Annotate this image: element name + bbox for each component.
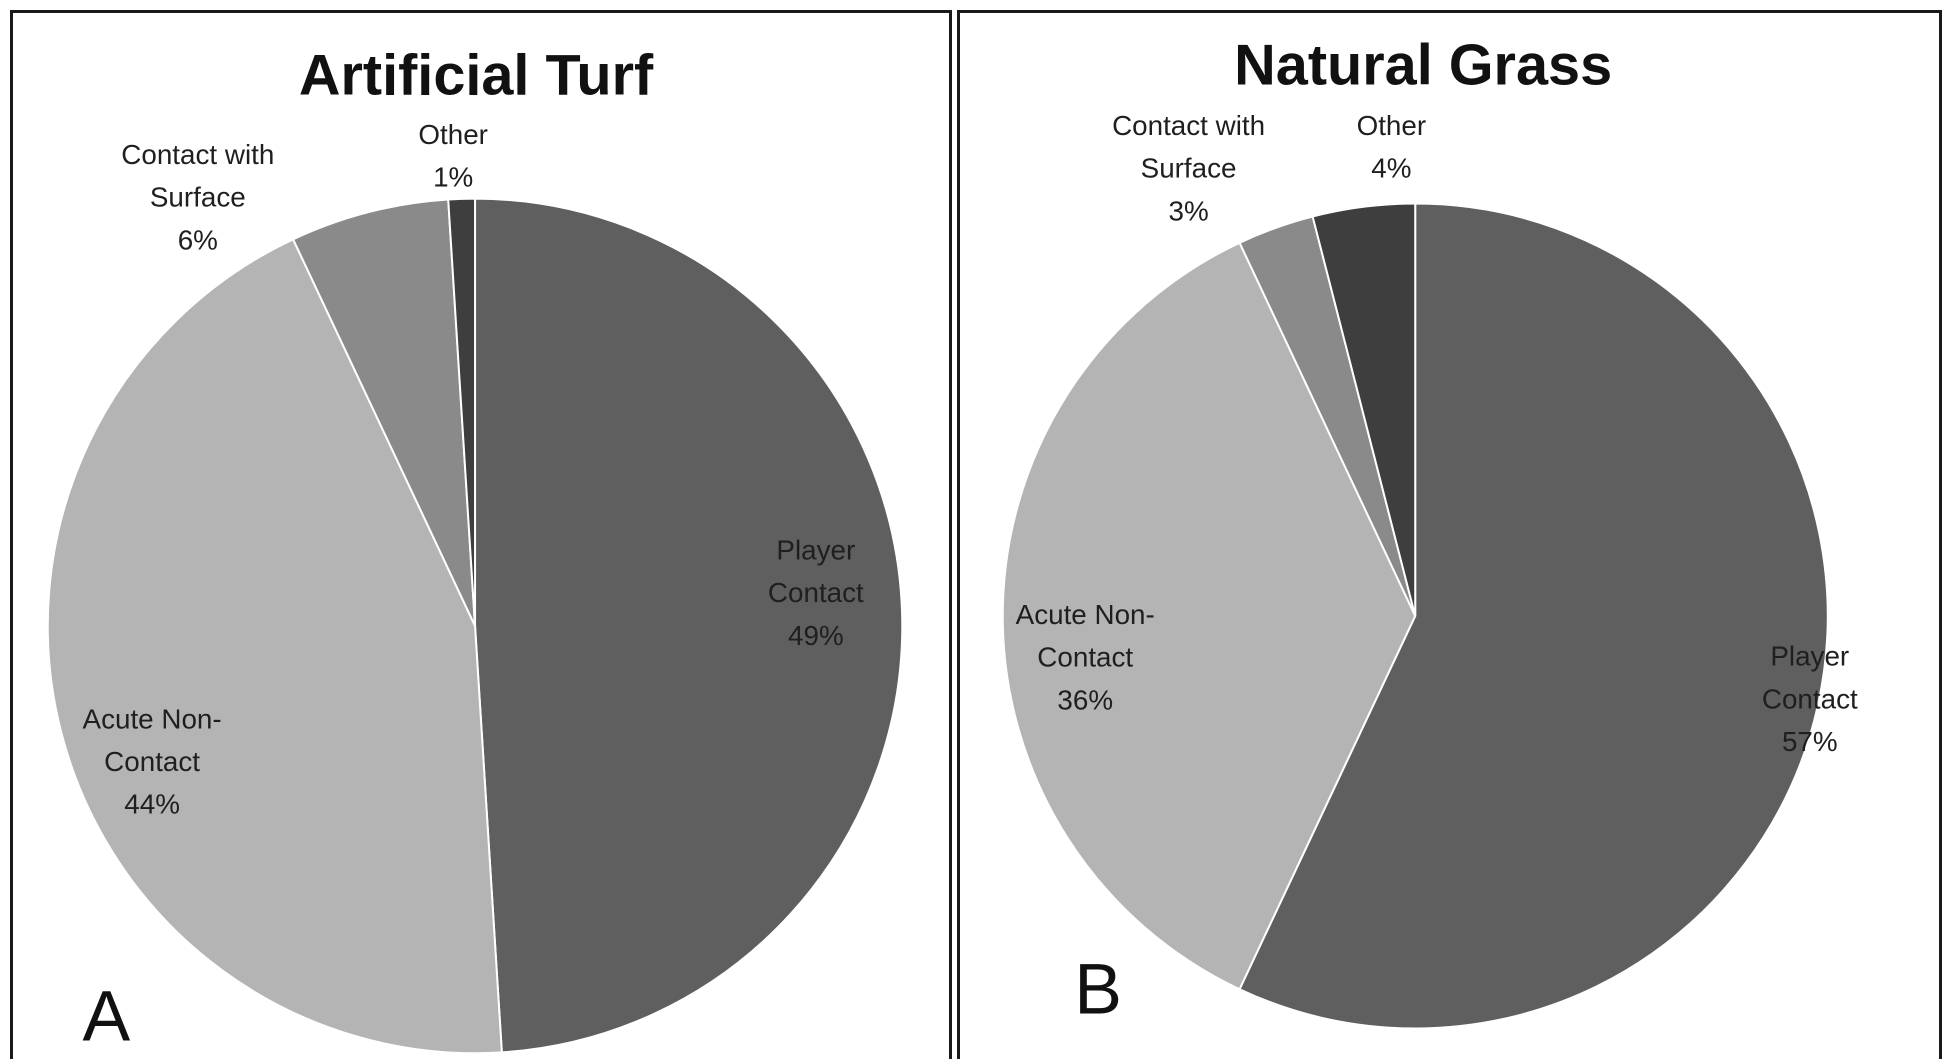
slice-labels: Player Contact 57% Acute Non- Contact 36% Cont…	[1016, 110, 1858, 757]
slice-label-other: Other 4%	[1357, 110, 1427, 184]
slice-percent: 4%	[1371, 153, 1411, 184]
pie-slice-other	[447, 197, 477, 626]
slice-category-line: Other	[1357, 110, 1427, 141]
slice-category-line: Player	[1770, 641, 1849, 672]
pie-chart-artificial-turf: Artificial Turf Player Contact 49% Acute No…	[46, 43, 904, 1056]
slice-label-acute-non-contact: Acute Non- Contact 44%	[83, 703, 222, 819]
slice-category-line: Contact	[768, 577, 864, 608]
pie-chart-natural-grass: Natural Grass Player Contact 57% Acute Non-…	[1001, 33, 1858, 1030]
slice-label-player-contact: Player Contact 57%	[1762, 641, 1858, 757]
slice-label-other: Other 1%	[418, 119, 488, 193]
chart-panel-natural-grass: Natural Grass Player Contact 57% Acute Non-…	[957, 10, 1942, 1059]
slice-category-line: Surface	[150, 182, 246, 213]
pie-slice-acute-non-contact	[1001, 241, 1417, 991]
slice-percent: 6%	[178, 224, 218, 255]
slice-category-line: Contact with	[121, 139, 274, 170]
slice-category-line: Player	[776, 534, 855, 565]
pie-slice-player-contact	[474, 197, 904, 1054]
slice-category-line: Contact	[1037, 642, 1133, 673]
slice-percent: 36%	[1057, 684, 1113, 715]
chart-title: Natural Grass	[1234, 33, 1612, 97]
slice-category-line: Acute Non-	[83, 703, 222, 734]
chart-panel-artificial-turf: Artificial Turf Player Contact 49% Acute No…	[10, 10, 952, 1059]
slice-label-acute-non-contact: Acute Non- Contact 36%	[1016, 599, 1155, 715]
slice-category-line: Contact with	[1112, 110, 1265, 141]
chart-title: Artificial Turf	[299, 43, 654, 107]
panel-letter: B	[1074, 950, 1122, 1030]
slice-category-line: Contact	[1762, 683, 1858, 714]
slice-label-player-contact: Player Contact 49%	[768, 534, 864, 650]
slice-label-contact-with-surface: Contact with Surface 6%	[121, 139, 274, 255]
slice-percent: 57%	[1782, 726, 1838, 757]
pie-slices	[1001, 202, 1829, 1030]
slice-percent: 44%	[124, 789, 180, 820]
slice-percent: 49%	[788, 620, 844, 651]
slice-category-line: Contact	[104, 746, 200, 777]
pie-slice-player-contact	[1238, 202, 1829, 1030]
pie-slice-other	[1311, 202, 1417, 617]
slice-category-line: Surface	[1141, 153, 1237, 184]
slice-percent: 3%	[1168, 195, 1208, 226]
slice-percent: 1%	[433, 162, 473, 193]
slice-category-line: Acute Non-	[1016, 599, 1155, 630]
panel-letter: A	[83, 976, 131, 1056]
pie-slice-contact-with-surface	[291, 198, 477, 627]
slice-category-line: Other	[418, 119, 488, 150]
slice-label-contact-with-surface: Contact with Surface 3%	[1112, 110, 1265, 226]
slice-labels: Player Contact 49% Acute Non- Contact 44% Cont…	[83, 119, 865, 820]
pie-slices	[46, 197, 904, 1055]
